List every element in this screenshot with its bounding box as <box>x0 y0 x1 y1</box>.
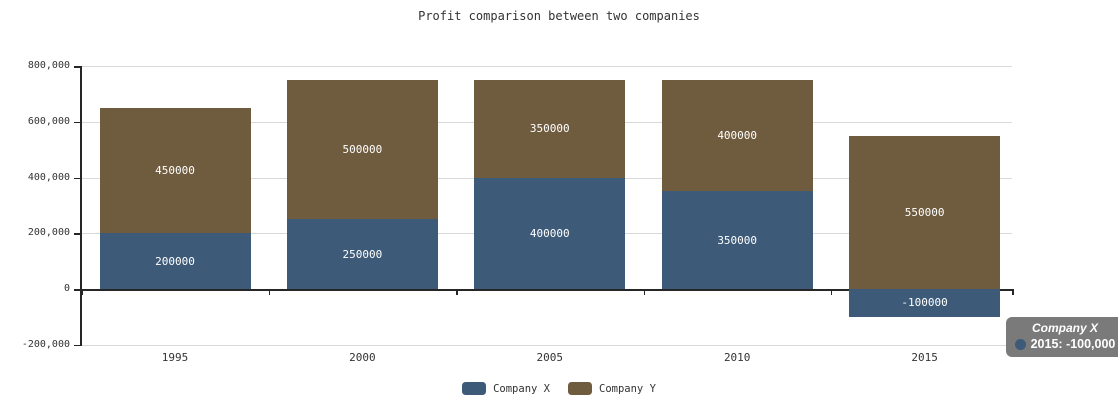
y-axis-tick <box>74 233 80 235</box>
y-axis-line <box>80 66 82 346</box>
bar-segment-2005-company-x[interactable] <box>474 177 626 289</box>
bar-value-label: 350000 <box>529 122 570 136</box>
tooltip: Company X 2015: -100,000 <box>1006 317 1118 357</box>
legend-label: Company Y <box>599 382 656 395</box>
bar-value-label: 200000 <box>155 254 195 268</box>
y-axis-tick <box>74 66 80 68</box>
bar-value-label: -100000 <box>901 296 948 310</box>
legend-label: Company X <box>493 382 550 395</box>
x-tick-label: 2005 <box>536 351 564 364</box>
bar-segment-1995-company-y[interactable] <box>99 107 251 234</box>
x-axis-tick <box>643 289 645 295</box>
bar-value-label: 400000 <box>529 226 570 240</box>
tooltip-value-row: 2015: -100,000 <box>1006 336 1118 352</box>
y-axis-tick <box>74 121 80 124</box>
tooltip-value-text: 2015: -100,000 <box>1030 337 1116 351</box>
tooltip-marker-dot <box>1014 338 1026 350</box>
y-axis-tick <box>74 177 80 179</box>
y-tick-label: -200,000 <box>21 338 70 350</box>
x-axis-tick <box>268 289 271 295</box>
bar-segment-2005-company-y[interactable] <box>474 79 626 178</box>
bar-value-label: 450000 <box>155 164 195 178</box>
x-axis-tick <box>456 289 458 295</box>
x-tick-label: 2010 <box>723 351 751 364</box>
y-axis-tick <box>74 289 80 291</box>
x-axis-tick <box>830 289 833 295</box>
bar-value-label: 500000 <box>342 143 383 157</box>
x-axis-tick <box>1012 289 1014 295</box>
legend: Company X Company Y <box>0 382 1118 395</box>
x-tick-label: 2015 <box>911 351 938 364</box>
x-axis-tick <box>81 289 83 295</box>
x-tick-label: 2000 <box>349 351 376 364</box>
bar-value-label: 550000 <box>904 205 945 219</box>
legend-swatch <box>462 382 487 395</box>
y-tick-label: 600,000 <box>27 115 70 127</box>
x-axis-line <box>80 289 1012 291</box>
bar-segment-2000-company-x[interactable] <box>286 219 438 289</box>
x-tick-label: 1995 <box>161 351 189 364</box>
gridline <box>80 344 1012 346</box>
bar-segment-2010-company-y[interactable] <box>661 79 813 192</box>
chart-title: Profit comparison between two companies <box>418 9 700 23</box>
y-tick-label: 800,000 <box>27 60 70 71</box>
bar-segment-2000-company-y[interactable] <box>286 79 438 220</box>
tooltip-series-name: Company X <box>1031 321 1098 335</box>
bar-segment-1995-company-x[interactable] <box>99 233 251 289</box>
bar-segment-2010-company-x[interactable] <box>661 191 813 289</box>
bar-value-label: 250000 <box>342 247 383 261</box>
y-tick-label: 200,000 <box>27 227 70 239</box>
bar-value-label: 350000 <box>717 233 758 247</box>
gridline <box>80 66 1012 67</box>
bar-value-label: 400000 <box>717 129 758 143</box>
legend-swatch <box>568 382 592 395</box>
y-tick-label: 400,000 <box>27 171 70 183</box>
y-tick-label: 0 <box>63 283 70 294</box>
legend-item-company-x[interactable]: Company X <box>462 382 550 395</box>
bar-segment-2015-company-x[interactable] <box>849 289 1001 317</box>
legend-item-company-y[interactable]: Company Y <box>568 382 656 395</box>
y-axis-tick <box>74 344 80 347</box>
bar-segment-2015-company-y[interactable] <box>849 135 1001 289</box>
